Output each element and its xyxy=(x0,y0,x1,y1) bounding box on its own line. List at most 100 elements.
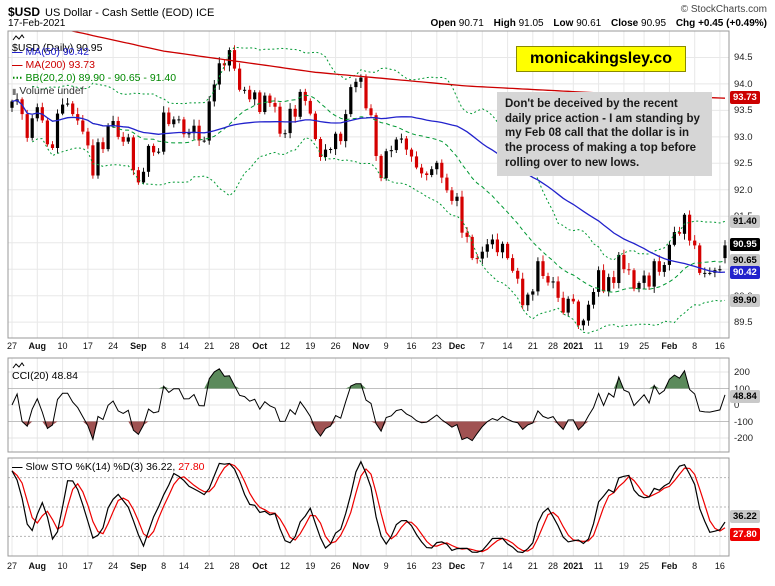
x-axis-label: 28 xyxy=(548,341,559,351)
ma50-line xyxy=(11,99,726,274)
legend-bb: ⋯ BB(20,2.0) 89.90 - 90.65 - 91.40 xyxy=(12,72,176,84)
legend-cci: CCI(20) 48.84 xyxy=(12,361,78,382)
x-axis-label: 19 xyxy=(305,341,316,351)
cci-axis-label: 100 xyxy=(734,384,750,395)
cci-axis-label: -200 xyxy=(734,433,754,444)
x-axis-label: 14 xyxy=(502,561,513,571)
close-value: 90.95 xyxy=(641,18,667,29)
sto-d-line xyxy=(11,463,726,553)
legend-ma50-label: MA(50) 90.42 xyxy=(25,46,90,58)
x-axis-label: Sep xyxy=(130,341,147,351)
panel-border xyxy=(7,357,730,453)
cci-icon xyxy=(12,362,25,369)
legend-cci-label: CCI(20) 48.84 xyxy=(12,370,78,382)
sto-k-line xyxy=(11,460,726,554)
x-axis-label: Oct xyxy=(252,561,268,571)
legend-sto: — Slow STO %K(14) %D(3) 36.22, 27.80 xyxy=(12,461,205,473)
legend-ma50: — MA(50) 90.42 xyxy=(12,46,89,58)
x-axis-label: Feb xyxy=(661,561,678,571)
price-value-box: 89.90 xyxy=(730,293,760,307)
x-axis-label: 9 xyxy=(383,341,389,351)
chg-value: +0.45 (+0.49%) xyxy=(698,18,767,29)
sto-k-value-box: 36.22 xyxy=(730,509,760,523)
source-credit: © StockCharts.com xyxy=(680,4,767,15)
x-axis-label: 21 xyxy=(204,561,215,571)
bb-upper-band xyxy=(32,46,726,261)
series-icon xyxy=(12,34,25,41)
x-axis-label: 21 xyxy=(527,341,538,351)
x-axis-label: Sep xyxy=(130,561,147,571)
x-axis-label: 19 xyxy=(305,561,316,571)
legend-bb-label: BB(20,2.0) 89.90 - 90.65 - 91.40 xyxy=(25,72,177,84)
price-value-box: 90.65 xyxy=(730,254,760,268)
x-axis-label: 28 xyxy=(229,561,240,571)
watermark-badge: monicakingsley.co xyxy=(516,46,686,72)
x-axis-label: 28 xyxy=(229,341,240,351)
x-axis-label: 14 xyxy=(178,341,189,351)
x-axis-label: 19 xyxy=(618,341,629,351)
panel-border xyxy=(7,30,730,339)
legend-sto-label: Slow STO %K(14) %D(3) xyxy=(25,461,144,473)
x-axis-label: Feb xyxy=(661,341,678,351)
price-axis-label: 93.0 xyxy=(734,131,753,143)
x-axis-label: Nov xyxy=(352,561,370,571)
x-axis-label: 10 xyxy=(57,561,68,571)
x-axis-label: 24 xyxy=(108,341,119,351)
x-axis-label: 16 xyxy=(406,561,417,571)
price-value-box: 90.95 xyxy=(730,238,760,252)
chart-header: $USD US Dollar - Cash Settle (EOD) ICE © … xyxy=(8,3,767,19)
price-axis-label: 89.5 xyxy=(734,317,753,329)
x-axis-label: 23 xyxy=(431,561,442,571)
sto-line-icon: — xyxy=(12,461,23,473)
x-axis-label: 8 xyxy=(692,561,698,571)
candlesticks xyxy=(10,45,727,331)
price-axis-label: 93.5 xyxy=(734,105,753,117)
x-axis-label: 12 xyxy=(280,561,291,571)
ma50-line-icon: — xyxy=(12,46,23,58)
cci-line xyxy=(11,368,726,442)
legend-volume: ▮ Volume undef xyxy=(12,85,84,97)
close-label: Close xyxy=(611,18,639,29)
x-axis-label: 14 xyxy=(178,561,189,571)
price-axis-label: 92.0 xyxy=(734,184,753,196)
bb-lower-band xyxy=(31,137,726,334)
x-axis-label: 11 xyxy=(593,561,604,571)
x-axis-label: 16 xyxy=(406,341,417,351)
x-axis-label: 28 xyxy=(548,561,559,571)
x-axis-label: 21 xyxy=(204,341,215,351)
legend-ma200-label: MA(200) 93.73 xyxy=(25,59,95,71)
x-axis-label: Nov xyxy=(352,341,370,351)
volume-icon: ▮ xyxy=(12,87,17,96)
x-axis-label: 9 xyxy=(383,561,389,571)
price-value-box: 90.42 xyxy=(730,266,760,280)
high-label: High xyxy=(493,18,516,29)
x-axis-label: 24 xyxy=(108,561,119,571)
symbol: $USD xyxy=(8,5,41,19)
x-axis-label: 11 xyxy=(593,341,604,351)
chart-title: US Dollar - Cash Settle (EOD) ICE xyxy=(45,7,215,19)
legend-volume-label: Volume undef xyxy=(19,85,84,97)
x-axis-label: 26 xyxy=(330,341,341,351)
x-axis-label: 25 xyxy=(639,561,650,571)
price-axis-label: 92.5 xyxy=(734,158,753,170)
cci-axis-label: 0 xyxy=(734,400,740,411)
cci-value-box: 48.84 xyxy=(730,389,760,403)
sto-d-value-box: 27.80 xyxy=(730,527,760,541)
x-axis-label: 16 xyxy=(714,561,725,571)
cci-axis-label: 200 xyxy=(734,367,750,378)
x-axis-label: Aug xyxy=(28,561,47,571)
legend-price-label: $USD (Daily) 90.95 xyxy=(12,42,103,54)
x-axis-label: 8 xyxy=(161,341,167,351)
x-axis-label: 27 xyxy=(6,561,17,571)
sto-k-value: 36.22, xyxy=(146,461,176,473)
x-axis-label: 7 xyxy=(479,341,485,351)
chg-label: Chg xyxy=(675,18,696,29)
x-axis-label: 14 xyxy=(502,341,513,351)
x-axis-label: Dec xyxy=(448,561,466,571)
x-axis-label: 25 xyxy=(639,341,650,351)
ohlc-row: Open 90.71 High 91.05 Low 90.61 Close 90… xyxy=(423,18,767,29)
open-label: Open xyxy=(430,18,456,29)
bb-line-icon: ⋯ xyxy=(12,72,23,84)
